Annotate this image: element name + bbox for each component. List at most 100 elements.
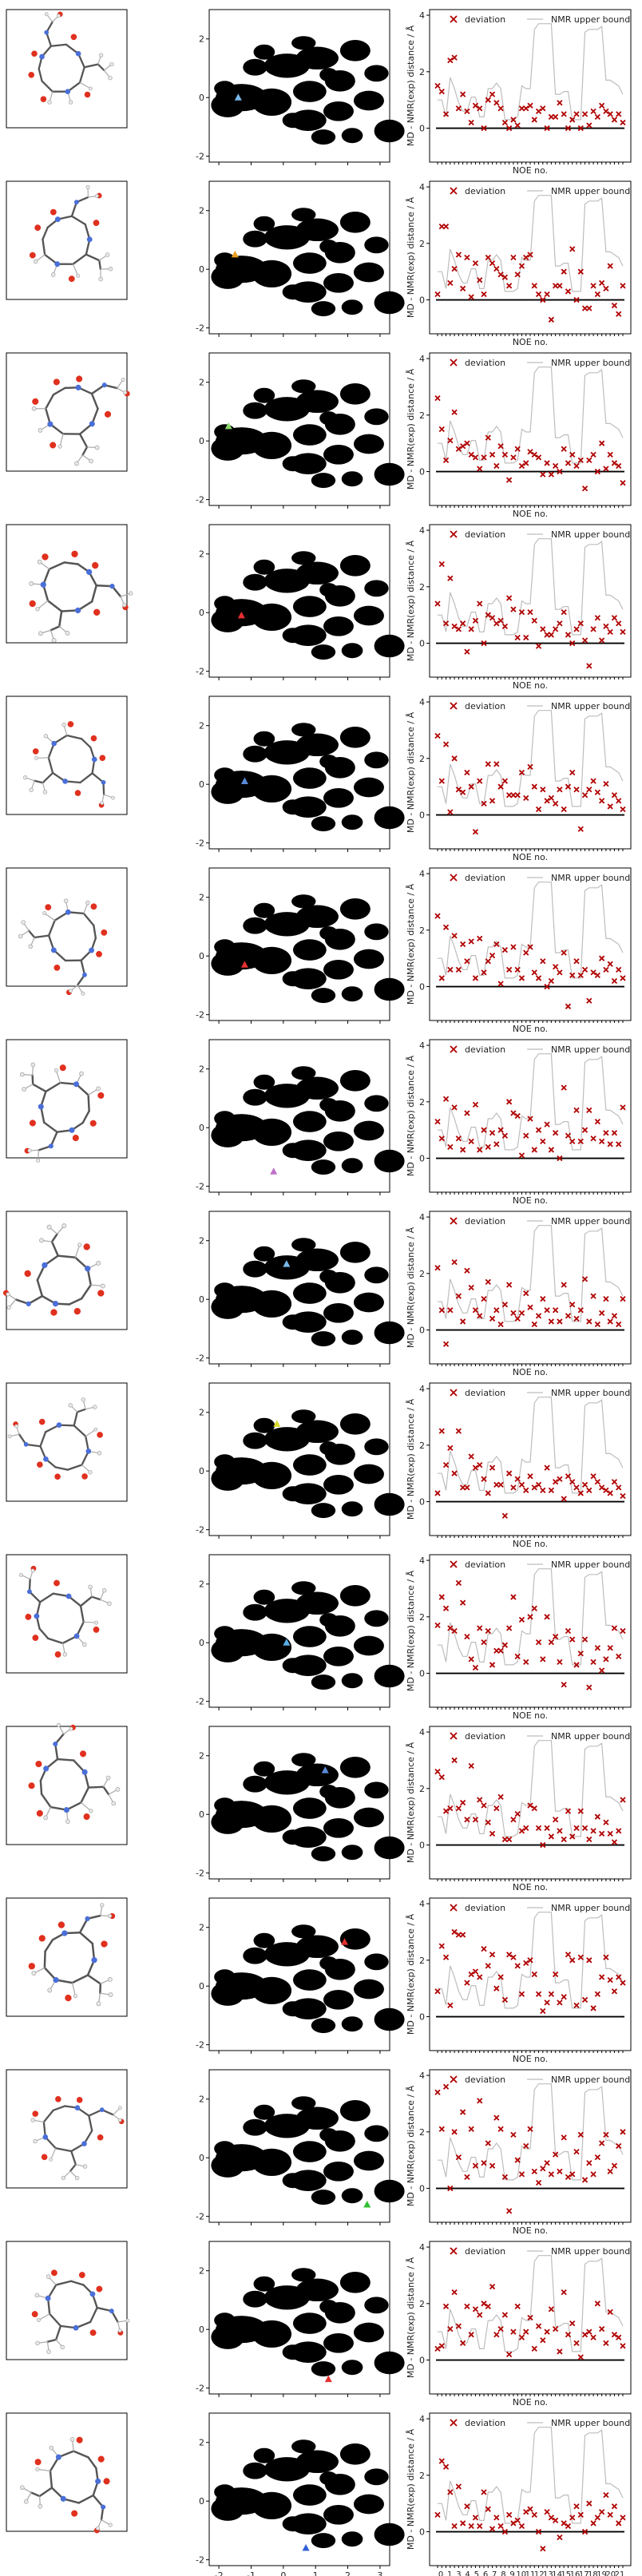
deviation-point bbox=[464, 1817, 470, 1823]
highlight-marker bbox=[234, 93, 242, 101]
deviation-point bbox=[620, 1980, 626, 1986]
deviation-point bbox=[459, 789, 466, 795]
deviation-point bbox=[598, 2326, 605, 2332]
deviation-point bbox=[514, 1653, 521, 1659]
deviation-point bbox=[468, 1971, 474, 1978]
molecule-frame bbox=[6, 2241, 128, 2360]
deviation-point bbox=[442, 2083, 450, 2090]
highlight-marker bbox=[273, 1420, 281, 1427]
deviation-point bbox=[438, 778, 445, 784]
deviation-point bbox=[472, 102, 479, 109]
noe-y-tick-label: 0 bbox=[419, 124, 425, 134]
deviation-point bbox=[531, 1971, 537, 1978]
noe-x-axis-label: NOE no. bbox=[513, 852, 548, 862]
deviation-point bbox=[477, 2522, 483, 2530]
deviation-point bbox=[611, 117, 618, 123]
deviation-point bbox=[565, 632, 572, 638]
legend-upper-bound-label: NMR upper bound bbox=[551, 186, 630, 196]
deviation-point bbox=[481, 1639, 487, 1646]
noe-y-tick-label: 2 bbox=[419, 2127, 425, 2138]
deviation-point bbox=[590, 1659, 596, 1666]
embedding-scatter-panel: 2 0 -2 bbox=[196, 1039, 405, 1195]
noe-y-axis-label: MD - NMR(exp) distance / Å bbox=[406, 1227, 416, 1348]
deviation-point bbox=[464, 648, 470, 655]
noe-y-axis-label: MD - NMR(exp) distance / Å bbox=[406, 25, 416, 146]
deviation-point bbox=[485, 2303, 491, 2309]
deviation-point bbox=[527, 763, 533, 771]
scatter-y-tick-label: 2 bbox=[199, 1923, 204, 1933]
panel-row-11: 2 0 -2 4 2 0 deviation NMR upper bound MD - NMR(… bbox=[6, 1718, 632, 1892]
noe-y-tick-label: 0 bbox=[419, 467, 425, 478]
deviation-point bbox=[607, 628, 613, 636]
deviation-point bbox=[497, 783, 504, 790]
embedding-scatter-panel: 2 0 -2 bbox=[196, 1897, 405, 2054]
deviation-point bbox=[569, 246, 576, 252]
noe-x-tick-label: 20 bbox=[605, 2570, 616, 2576]
legend-deviation-marker bbox=[450, 530, 458, 538]
deviation-point bbox=[489, 91, 496, 97]
deviation-point bbox=[535, 1825, 542, 1831]
deviation-point bbox=[586, 1684, 592, 1690]
molecule-frame bbox=[6, 1554, 128, 1674]
deviation-point bbox=[527, 1957, 533, 1964]
deviation-point bbox=[523, 105, 529, 112]
legend-deviation-marker bbox=[450, 2075, 458, 2083]
deviation-point bbox=[438, 2343, 445, 2349]
deviation-point bbox=[603, 466, 609, 472]
deviation-point bbox=[594, 2154, 601, 2161]
legend-deviation-marker bbox=[450, 874, 458, 882]
deviation-point bbox=[468, 2126, 474, 2132]
deviation-point bbox=[472, 975, 479, 981]
legend-upper-bound-label: NMR upper bound bbox=[551, 873, 630, 883]
deviation-point bbox=[552, 800, 559, 807]
deviation-point bbox=[552, 626, 559, 632]
embedding-cloud-group bbox=[211, 2268, 405, 2377]
deviation-point bbox=[485, 1963, 491, 1969]
noe-x-axis-label: NOE no. bbox=[513, 337, 548, 347]
embedding-cloud bbox=[211, 208, 405, 317]
deviation-point bbox=[590, 451, 596, 458]
deviation-point bbox=[531, 969, 537, 976]
legend-deviation-label: deviation bbox=[465, 2246, 505, 2257]
molecule-structure bbox=[27, 10, 115, 105]
deviation-point bbox=[620, 975, 626, 981]
deviation-point bbox=[616, 798, 622, 804]
deviation-point bbox=[527, 2506, 533, 2512]
deviation-point bbox=[620, 2343, 626, 2349]
embedding-cloud-group bbox=[211, 894, 405, 1004]
deviation-point bbox=[523, 1825, 529, 1831]
deviation-point bbox=[535, 1313, 542, 1319]
molecule-frame bbox=[6, 1382, 128, 1502]
deviation-point bbox=[586, 787, 592, 793]
deviation-point bbox=[459, 620, 466, 627]
deviation-point bbox=[518, 263, 525, 269]
deviation-point bbox=[577, 620, 584, 627]
deviation-point bbox=[438, 2126, 445, 2132]
noe-y-tick-label: 0 bbox=[419, 2356, 425, 2366]
deviation-point bbox=[455, 2154, 462, 2161]
deviation-point bbox=[438, 1943, 445, 1949]
deviation-point bbox=[611, 460, 618, 466]
deviation-point bbox=[548, 2515, 555, 2521]
deviation-point bbox=[565, 1132, 572, 1139]
embedding-scatter-panel: 2 0 -2 bbox=[196, 1726, 405, 1882]
deviation-point bbox=[577, 1954, 584, 1960]
deviation-point bbox=[485, 97, 491, 103]
embedding-cloud bbox=[211, 894, 405, 1004]
molecule-structure bbox=[0, 1373, 121, 1493]
deviation-point bbox=[586, 2160, 592, 2166]
deviation-point bbox=[468, 119, 474, 126]
deviation-point bbox=[620, 283, 626, 289]
deviation-point bbox=[514, 2303, 521, 2309]
deviation-point bbox=[489, 2162, 496, 2169]
deviation-point bbox=[616, 2520, 622, 2526]
deviation-point bbox=[514, 1112, 521, 1120]
molecule-frame bbox=[6, 2412, 128, 2532]
scatter-frame bbox=[208, 524, 390, 678]
noe-x-tick-label: 18 bbox=[588, 2570, 598, 2576]
embedding-scatter-panel: 2 0 -2 bbox=[196, 524, 405, 680]
highlight-marker bbox=[240, 961, 248, 968]
deviation-point bbox=[505, 1836, 513, 1843]
